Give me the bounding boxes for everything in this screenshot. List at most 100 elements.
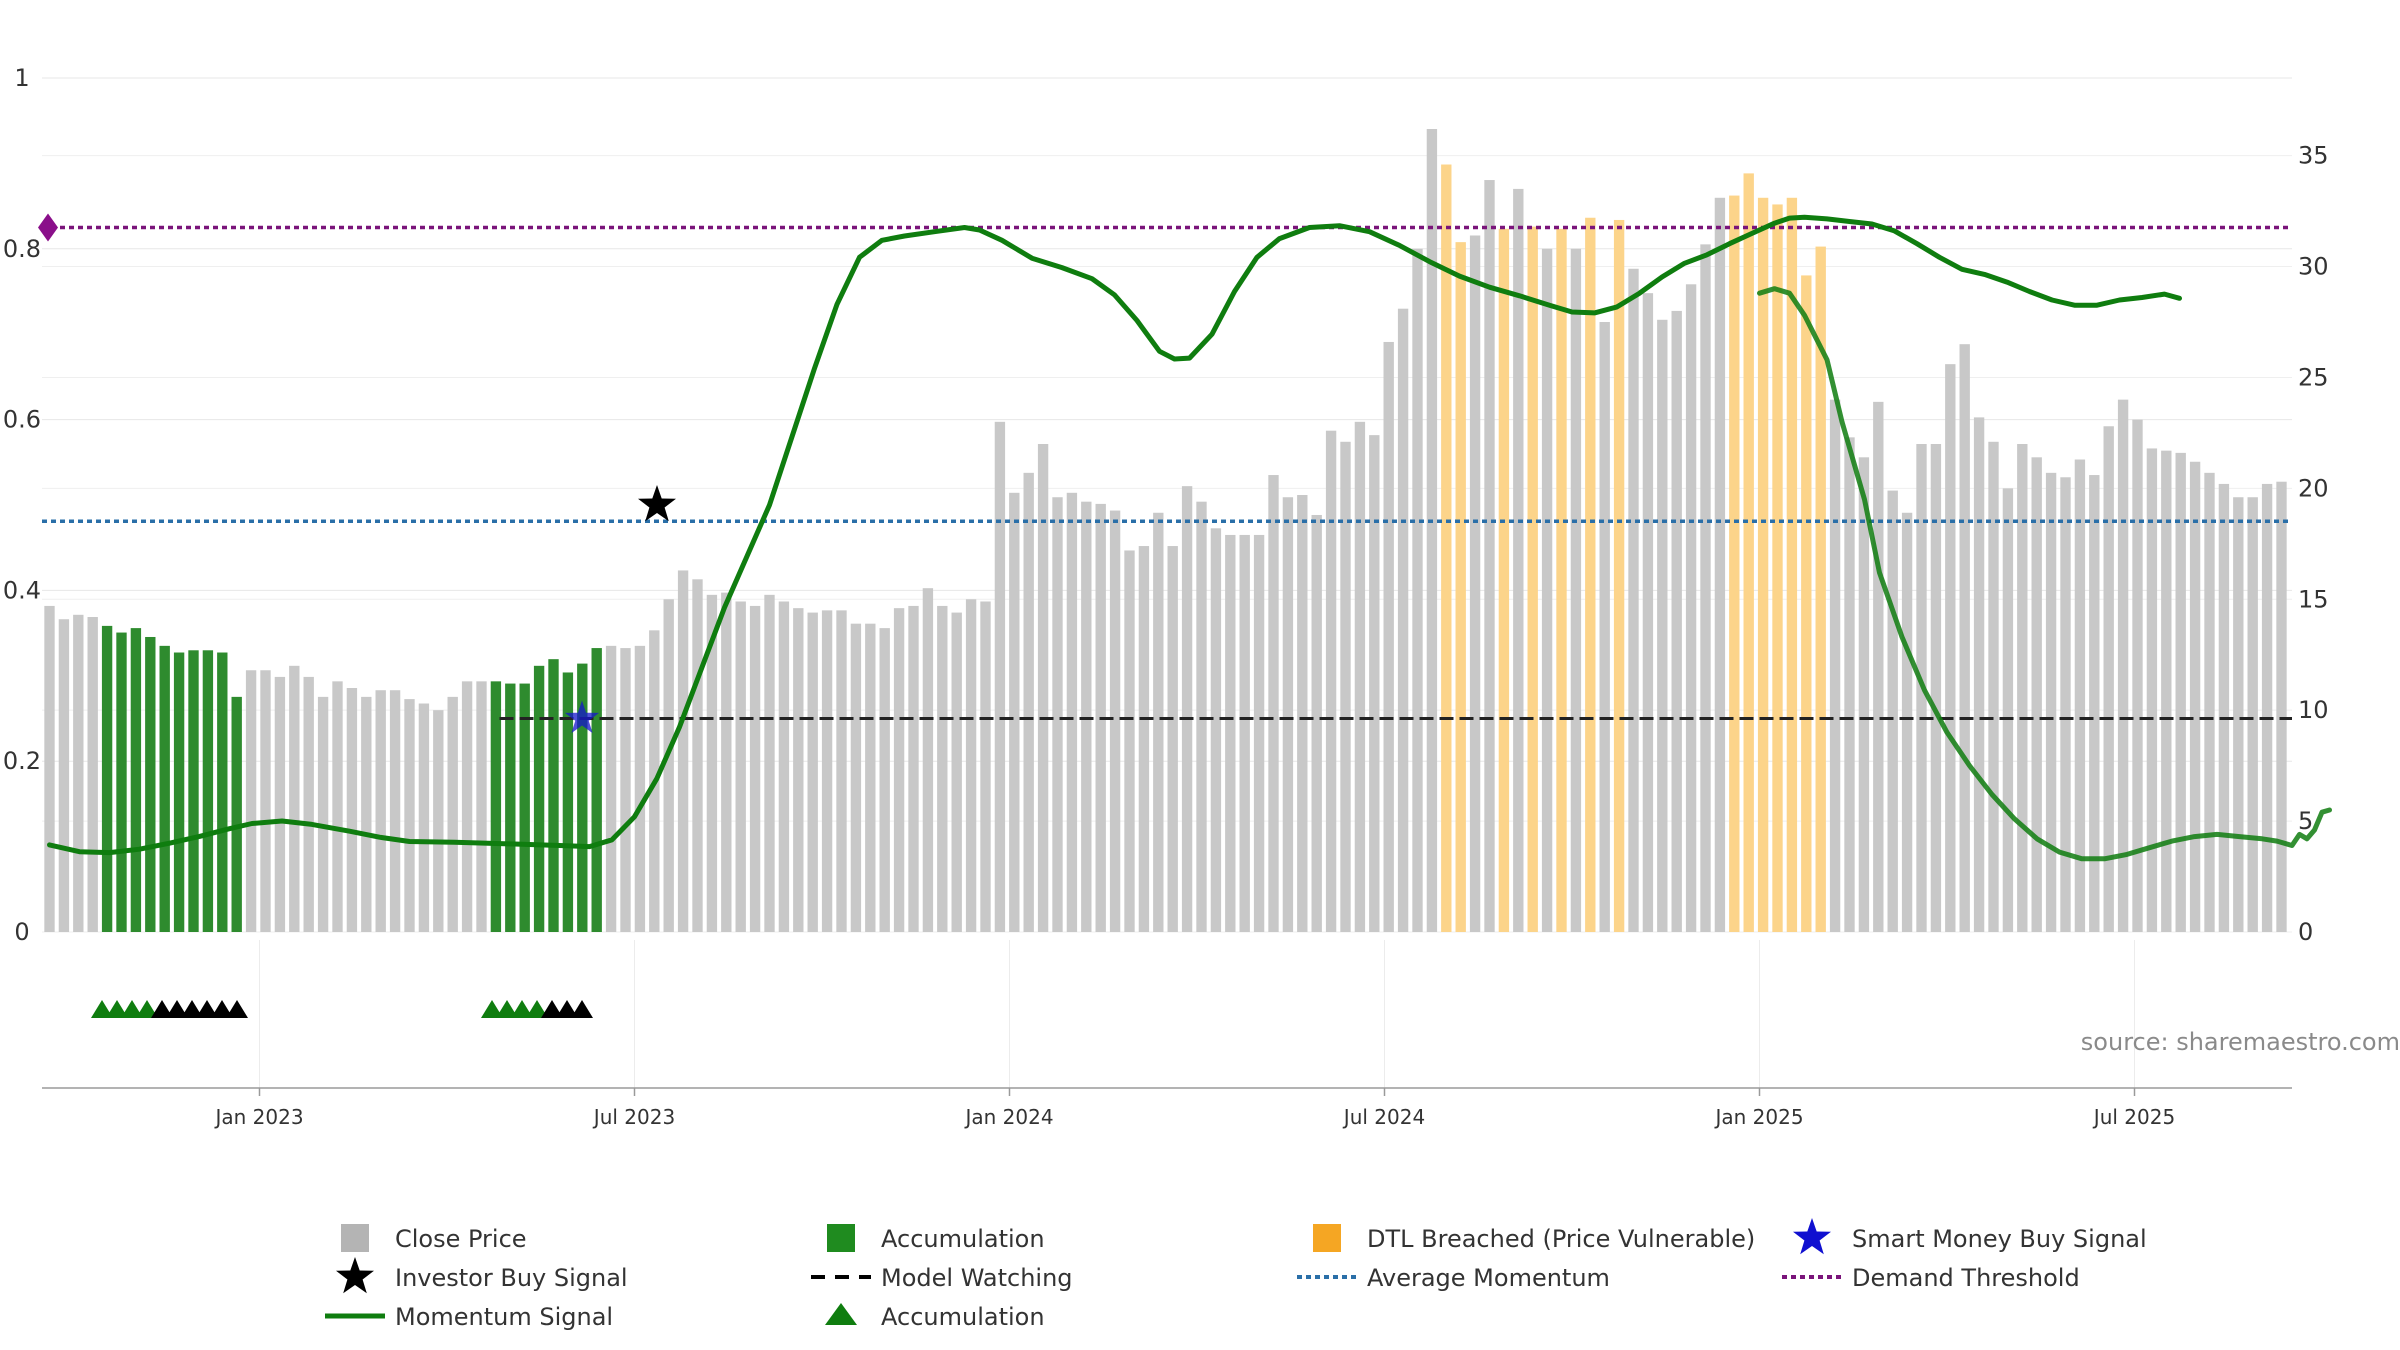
close-price-bar <box>1973 417 1985 932</box>
close-price-bar <box>303 676 314 932</box>
close-price-bar <box>73 614 84 932</box>
accumulation-bar <box>577 663 588 932</box>
dtl-breached-bar <box>1743 173 1754 932</box>
x-axis-ticks: Jan 2023 Jul 2023 Jan 2024 Jul 2024 Jan 2025… <box>213 1088 2175 1129</box>
left-tick-label: 0.8 <box>3 235 41 263</box>
close-price-bar <box>1023 472 1034 932</box>
close-price-bar <box>1369 435 1380 932</box>
left-tick-label: 0.2 <box>3 747 41 775</box>
close-price-bar <box>994 421 1006 932</box>
close-price-bar <box>87 617 98 932</box>
source-label: source: sharemaestro.com <box>2081 1028 2400 1056</box>
legend-label: Close Price <box>395 1225 527 1253</box>
close-price-bar <box>1383 341 1394 932</box>
close-price-bar <box>1181 486 1193 932</box>
close-price-bar <box>1426 129 1438 932</box>
close-price-bar <box>1671 310 1682 933</box>
accumulation-triangle-black <box>571 1000 593 1018</box>
legend-label: Model Watching <box>881 1264 1073 1292</box>
close-price-bar <box>2002 488 2014 932</box>
accumulation-bar <box>562 672 574 932</box>
legend-swatch-1 <box>827 1224 855 1252</box>
close-price-bar <box>361 696 372 932</box>
accumulation-triangle-green <box>496 1000 518 1018</box>
accumulation-triangle-black <box>166 1000 188 1018</box>
close-price-bar <box>1253 534 1265 932</box>
accumulation-triangle-black <box>196 1000 218 1018</box>
close-price-bar <box>447 696 458 932</box>
dtl-breached-bar <box>1772 204 1783 932</box>
close-price-bar <box>1844 437 1855 932</box>
legend-label: Accumulation <box>881 1225 1045 1253</box>
close-price-bar <box>1599 322 1610 932</box>
x-tick-label: Jan 2024 <box>963 1105 1053 1129</box>
right-tick-label: 35 <box>2298 142 2329 170</box>
close-price-bar <box>418 703 430 932</box>
close-price-bar <box>332 681 343 932</box>
legend: Close Price Accumulation DTL Breached (Pri… <box>325 1218 2147 1331</box>
close-price-bar <box>1325 430 1337 932</box>
close-price-bar <box>461 681 473 932</box>
legend-label: Demand Threshold <box>1852 1264 2080 1292</box>
close-price-bar <box>389 690 401 932</box>
accumulation-triangle-green <box>136 1000 158 1018</box>
right-tick-label: 15 <box>2298 585 2329 613</box>
legend-label: Smart Money Buy Signal <box>1852 1225 2147 1253</box>
right-tick-label: 20 <box>2298 474 2329 502</box>
dtl-breached-bar <box>1786 197 1798 933</box>
accumulation-bar <box>145 636 156 932</box>
accumulation-bar <box>159 645 170 932</box>
close-price-bar <box>1829 399 1841 932</box>
close-price-bar <box>1412 248 1423 933</box>
close-price-bar <box>749 605 761 932</box>
close-price-bar <box>44 605 55 932</box>
close-price-bar <box>476 681 487 932</box>
close-price-bar <box>2276 481 2287 932</box>
gridlines <box>42 77 2292 1088</box>
close-price-bar <box>721 592 732 932</box>
dtl-breached-bar <box>1556 228 1567 932</box>
close-price-bar <box>2031 457 2042 932</box>
close-price-bar <box>1297 495 1308 932</box>
accumulation-bar <box>217 652 228 932</box>
close-price-bar <box>1167 546 1178 932</box>
momentum-signal-line-2 <box>1757 286 2332 862</box>
close-price-bar <box>1873 401 1884 932</box>
close-price-bar <box>1657 319 1668 932</box>
right-tick-label: 5 <box>2298 807 2313 835</box>
close-price-bar <box>1354 421 1366 932</box>
close-price-bar <box>274 676 286 932</box>
close-price-bar <box>937 605 948 932</box>
close-price-bar <box>764 594 775 932</box>
close-price-bar <box>2189 461 2201 932</box>
close-price-bar <box>245 670 257 932</box>
close-price-bar <box>2146 448 2158 932</box>
accumulation-bar <box>533 665 545 932</box>
close-price-bar <box>1153 512 1164 932</box>
dtl-breached-bar <box>1498 228 1510 932</box>
accumulation-bar <box>548 659 559 932</box>
reference-lines <box>38 213 2292 720</box>
accumulation-bar <box>505 683 516 932</box>
close-price-bar <box>807 612 818 932</box>
close-price-bar <box>2132 419 2143 933</box>
accumulation-triangle-green <box>121 1000 143 1018</box>
close-price-bar <box>663 599 674 932</box>
close-price-bar <box>1484 180 1495 932</box>
accumulation-bar <box>231 696 242 932</box>
close-price-bar <box>865 623 876 932</box>
dtl-breached-bar <box>1613 219 1625 933</box>
accumulation-triangle-green <box>511 1000 533 1018</box>
close-price-bar <box>1124 550 1135 932</box>
close-price-bar <box>2233 497 2244 932</box>
close-price-bar <box>836 610 847 932</box>
legend-label: Accumulation <box>881 1303 1045 1331</box>
close-price-bar <box>2074 459 2086 932</box>
close-price-bar <box>692 579 703 932</box>
close-price-bar <box>706 594 718 932</box>
right-tick-label: 10 <box>2298 696 2329 724</box>
accumulation-triangle-green <box>106 1000 128 1018</box>
accumulation-bar <box>490 681 502 932</box>
x-tick-label: Jan 2023 <box>213 1105 303 1129</box>
price-bars <box>44 129 2287 933</box>
